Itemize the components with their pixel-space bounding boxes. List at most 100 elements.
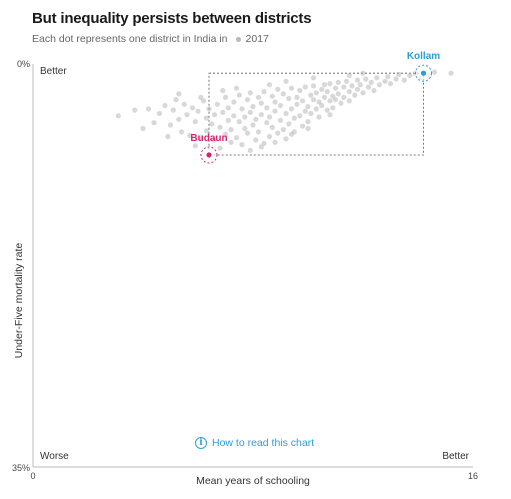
scatter-point	[396, 71, 402, 77]
scatter-point	[170, 107, 176, 113]
scatter-point	[250, 104, 256, 110]
corner-label-worse: Worse	[40, 451, 69, 462]
chart-title: But inequality persists between district…	[32, 10, 312, 27]
scatter-point	[203, 128, 209, 134]
scatter-point	[288, 85, 295, 91]
scatter-point	[310, 97, 317, 103]
scatter-point	[247, 90, 253, 96]
scatter-point	[269, 124, 275, 130]
scatter-point	[382, 78, 388, 84]
scatter-point	[376, 82, 383, 88]
scatter-point	[211, 137, 218, 143]
scatter-point	[360, 90, 366, 96]
scatter-point	[242, 114, 248, 120]
scatter-point	[181, 101, 187, 107]
info-icon: i	[195, 437, 207, 449]
scatter-point	[310, 83, 317, 89]
scatter-point	[247, 147, 253, 153]
scatter-point	[189, 105, 196, 111]
scatter-point	[258, 144, 264, 150]
scatter-point	[385, 74, 391, 80]
y-axis-label: Under-Five mortality rate	[13, 243, 25, 359]
scatter-point	[286, 121, 292, 127]
scatter-point	[352, 92, 358, 98]
scatter-point	[305, 104, 311, 110]
scatter-point	[283, 136, 289, 142]
scatter-point	[192, 143, 198, 149]
legend-label: 2017	[245, 33, 269, 45]
scatter-point	[272, 139, 278, 145]
scatter-point	[275, 130, 281, 136]
scatter-point	[305, 125, 311, 132]
scatter-point	[374, 75, 380, 81]
scatter-point	[393, 76, 399, 82]
scatter-point	[338, 100, 344, 106]
highlight-point[interactable]	[420, 70, 427, 76]
scatter-point	[222, 131, 229, 137]
scatter-point	[156, 110, 163, 117]
scatter-point	[324, 107, 330, 113]
scatter-point	[346, 89, 352, 95]
scatter-point	[255, 94, 262, 100]
scatter-points	[115, 69, 454, 153]
scatter-point	[327, 112, 333, 118]
scatter-point	[280, 127, 286, 133]
scatter-point	[346, 98, 352, 104]
scatter-point	[272, 99, 278, 105]
scatter-point	[167, 122, 174, 128]
scatter-point	[288, 106, 295, 112]
scatter-point	[228, 139, 234, 145]
scatter-point	[371, 87, 377, 94]
y-tick-label: 0%	[17, 59, 30, 69]
scatter-point	[173, 97, 179, 103]
scatter-point	[269, 93, 275, 99]
scatter-point	[288, 131, 295, 137]
scatter-point	[297, 113, 303, 119]
scatter-point	[387, 81, 394, 87]
y-tick-label: 35%	[12, 463, 30, 473]
scatter-point	[258, 112, 264, 118]
x-axis-label: Mean years of schooling	[196, 475, 310, 487]
how-to-read-link[interactable]: i How to read this chart	[195, 437, 314, 449]
scatter-point	[401, 77, 407, 83]
scatter-point	[255, 129, 262, 135]
scatter-point	[302, 84, 308, 90]
highlight-point[interactable]	[206, 152, 212, 158]
scatter-point	[140, 125, 146, 132]
scatter-point	[217, 124, 223, 130]
scatter-point	[335, 91, 341, 97]
scatter-point	[206, 106, 212, 112]
scatter-point	[214, 101, 220, 107]
scatter-point	[316, 99, 322, 105]
scatter-point	[242, 125, 248, 132]
scatter-point	[357, 82, 363, 88]
scatter-point	[319, 86, 325, 92]
scatter-point	[203, 115, 209, 121]
scatter-point	[324, 89, 330, 95]
scatter-point	[354, 77, 361, 83]
scatter-point	[346, 72, 352, 79]
scatter-point	[316, 114, 322, 120]
highlight-points: Kollam Budaun	[190, 51, 440, 164]
scatter-point	[233, 85, 240, 91]
scatter-point	[198, 135, 204, 141]
scatter-point	[266, 114, 273, 120]
scatter-point	[330, 93, 336, 99]
scatter-point	[233, 135, 240, 141]
scatter-point	[332, 97, 339, 103]
scatter-point	[277, 102, 284, 109]
scatter-point	[313, 90, 319, 96]
scatter-point	[286, 95, 292, 102]
scatter-point	[258, 100, 264, 106]
scatter-point	[431, 69, 438, 75]
scatter-point	[283, 110, 289, 117]
scatter-point	[321, 94, 328, 100]
scatter-point	[332, 85, 339, 91]
scatter-point	[327, 98, 333, 104]
scatter-point	[239, 142, 245, 148]
scatter-point	[209, 121, 215, 127]
scatter-point	[220, 109, 226, 115]
scatter-point	[253, 116, 259, 122]
scatter-point	[220, 87, 226, 94]
